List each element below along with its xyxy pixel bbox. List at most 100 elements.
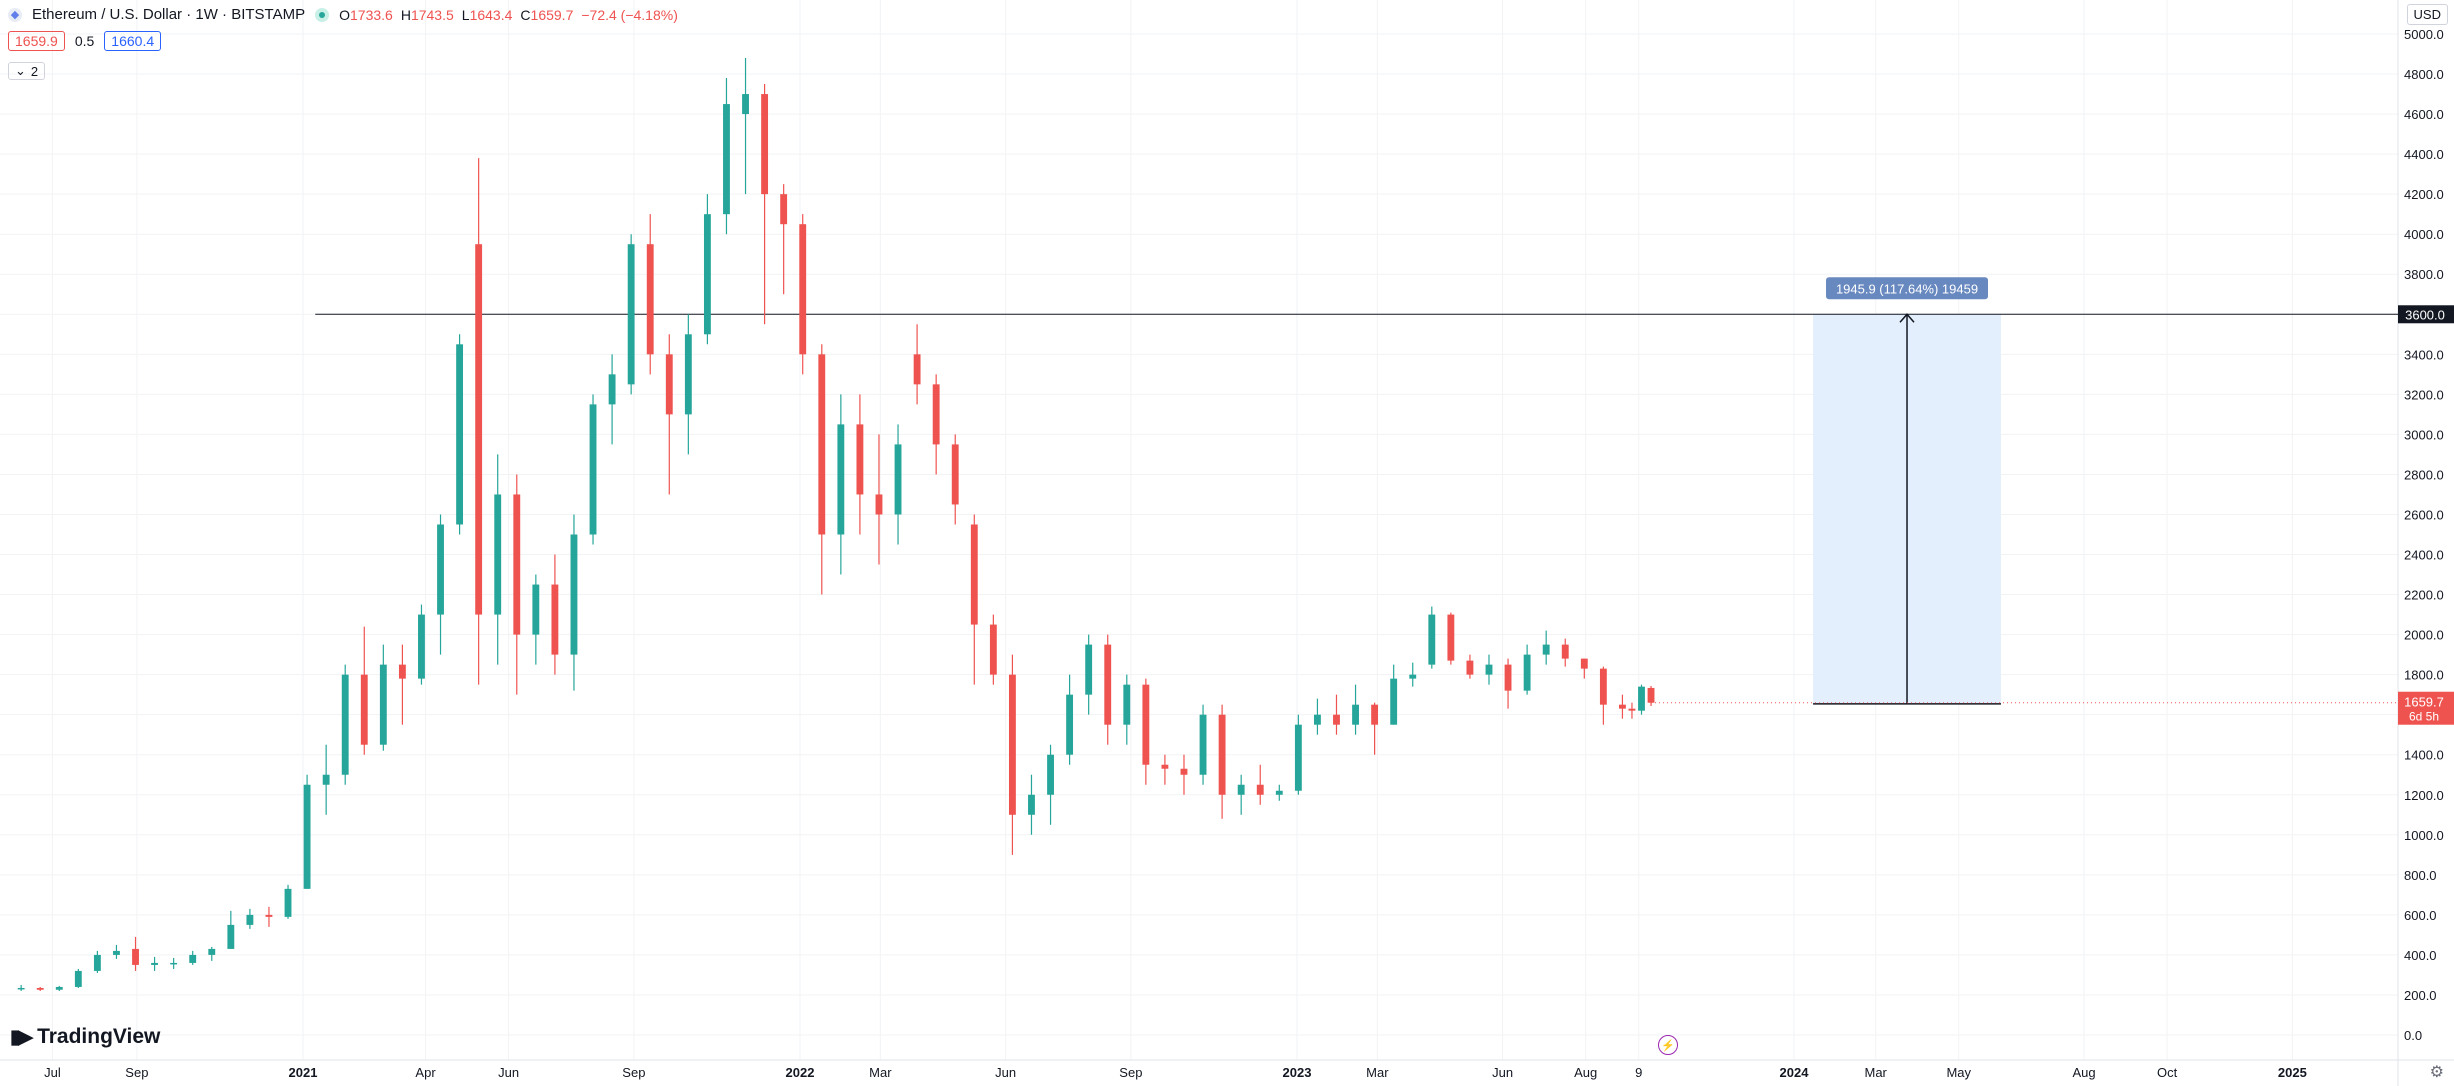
candle bbox=[1352, 684, 1359, 735]
time-tick-label: Aug bbox=[2072, 1065, 2095, 1080]
candle bbox=[551, 554, 559, 675]
low-value: 1643.4 bbox=[469, 6, 513, 23]
candle bbox=[93, 950, 101, 973]
candle-body bbox=[246, 914, 254, 925]
candle bbox=[1313, 698, 1321, 735]
candle-body bbox=[1628, 708, 1636, 711]
candle bbox=[1066, 674, 1074, 765]
candle bbox=[513, 474, 521, 695]
indicators-toggle[interactable]: ⌄ 2 bbox=[8, 62, 46, 80]
price-tick-label: 600.0 bbox=[2404, 908, 2437, 923]
candle bbox=[322, 744, 330, 815]
gear-icon[interactable]: ⚙ bbox=[2429, 1064, 2444, 1081]
price-tick-label: 3800.0 bbox=[2404, 267, 2444, 282]
candle-body bbox=[1161, 764, 1169, 769]
symbol-title[interactable]: Ethereum / U.S. Dollar · 1W · BITSTAMP bbox=[32, 6, 306, 23]
candle-body bbox=[227, 924, 235, 949]
candle bbox=[703, 194, 711, 345]
candle bbox=[780, 184, 788, 295]
candle bbox=[1466, 654, 1474, 679]
candle bbox=[913, 324, 921, 405]
time-tick-label: Sep bbox=[125, 1065, 148, 1080]
candle-body bbox=[646, 244, 654, 355]
candle bbox=[1371, 702, 1379, 755]
trade-buttons: 1659.9 0.5 1660.4 bbox=[8, 31, 162, 51]
candle bbox=[1504, 658, 1512, 709]
candle bbox=[723, 78, 730, 235]
price-tick-label: 200.0 bbox=[2404, 988, 2437, 1003]
candle-body bbox=[1237, 784, 1245, 795]
candle bbox=[284, 884, 292, 919]
price-tick-label: 2200.0 bbox=[2404, 588, 2444, 603]
candle-body bbox=[1333, 714, 1340, 725]
sell-price-button[interactable]: 1659.9 bbox=[8, 31, 65, 51]
candle bbox=[1580, 658, 1588, 679]
price-axis: 0.0 200.0 400.0 600.0 800.0 1000.0 1200.0 1400.… bbox=[2404, 27, 2444, 1043]
candle-body bbox=[398, 664, 406, 679]
candle bbox=[379, 644, 387, 751]
candle-body bbox=[284, 888, 292, 917]
candle-body bbox=[951, 444, 959, 505]
candle-body bbox=[818, 354, 826, 535]
candle bbox=[1008, 654, 1016, 855]
candle-body bbox=[379, 664, 387, 745]
candle-body bbox=[113, 950, 120, 955]
candle bbox=[1256, 764, 1264, 805]
candle bbox=[170, 957, 178, 969]
candle bbox=[1409, 662, 1417, 687]
candle bbox=[1447, 612, 1455, 665]
time-tick-label: 2024 bbox=[1780, 1065, 1810, 1080]
time-tick-label: 2025 bbox=[2278, 1065, 2307, 1080]
candle-body bbox=[970, 524, 978, 625]
time-tick-label: Mar bbox=[1366, 1065, 1389, 1080]
candle-body bbox=[1409, 674, 1417, 679]
time-tick-label: Jun bbox=[995, 1065, 1016, 1080]
candle bbox=[1028, 774, 1035, 835]
price-tick-label: 2000.0 bbox=[2404, 628, 2444, 643]
candle-body bbox=[913, 354, 921, 385]
candle bbox=[818, 344, 826, 595]
candlestick-series bbox=[17, 58, 1655, 991]
indicators-count: 2 bbox=[30, 63, 39, 79]
candle bbox=[437, 514, 444, 655]
candle-body bbox=[684, 334, 692, 415]
low-label: L bbox=[461, 6, 470, 23]
currency-button[interactable]: USD bbox=[2406, 4, 2448, 25]
candle bbox=[475, 158, 483, 685]
candle bbox=[418, 604, 425, 685]
candle bbox=[1333, 694, 1340, 735]
candle-body bbox=[1123, 684, 1131, 725]
price-tick-label: 1000.0 bbox=[2404, 828, 2444, 843]
price-tick-label: 4600.0 bbox=[2404, 107, 2444, 122]
buy-price-button[interactable]: 1660.4 bbox=[104, 31, 162, 51]
candle-body bbox=[1599, 668, 1607, 705]
candle-body bbox=[1218, 714, 1226, 795]
price-tick-label: 5000.0 bbox=[2404, 27, 2444, 42]
time-tick-label: May bbox=[1946, 1065, 1971, 1080]
candle-body bbox=[17, 987, 25, 990]
candle-body bbox=[1028, 794, 1035, 815]
horizontal-line: 3600.0 bbox=[315, 305, 2454, 324]
candle-body bbox=[1523, 654, 1531, 691]
time-tick-label: Oct bbox=[2157, 1065, 2178, 1080]
candle-body bbox=[627, 244, 635, 385]
price-range-label: 1945.9 (117.64%) 19459 bbox=[1836, 281, 1978, 296]
lightning-icon[interactable]: ⚡ bbox=[1658, 1035, 1678, 1055]
horizontal-line-price-tag bbox=[2398, 305, 2454, 324]
candle-body bbox=[322, 774, 330, 785]
candle-body bbox=[36, 987, 44, 990]
candle bbox=[761, 84, 769, 325]
candle bbox=[1561, 638, 1569, 667]
candle bbox=[246, 908, 254, 929]
candle-body bbox=[456, 344, 464, 525]
tradingview-logo[interactable]: ▮▶ TradingView bbox=[10, 1025, 160, 1049]
candle bbox=[1104, 634, 1112, 745]
open-label: O bbox=[339, 6, 350, 23]
candle bbox=[1294, 714, 1302, 795]
price-tick-label: 4000.0 bbox=[2404, 227, 2444, 242]
last-price-tag bbox=[2398, 691, 2454, 725]
candle-body bbox=[1447, 614, 1455, 661]
tradingview-logo-icon: ▮▶ bbox=[10, 1026, 33, 1048]
